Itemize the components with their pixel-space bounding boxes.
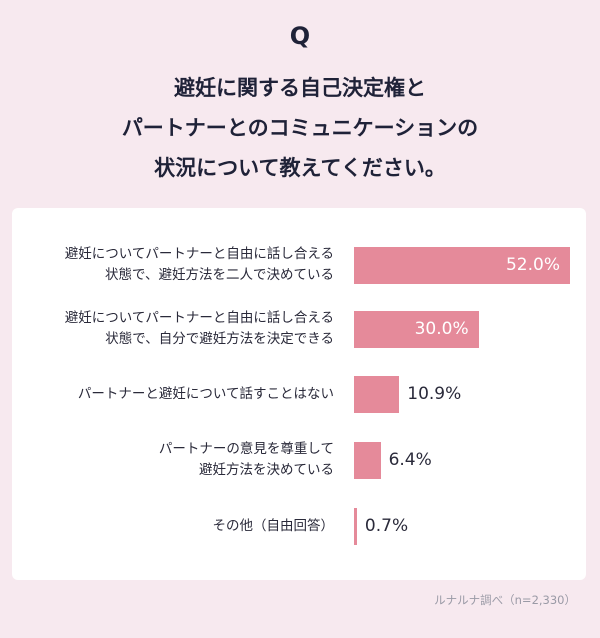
category-label-line: その他（自由回答） bbox=[212, 517, 335, 534]
bar bbox=[354, 246, 570, 284]
source-note: ルナルナ調べ（n=2,330） bbox=[434, 593, 576, 607]
category-label: 避妊についてパートナーと自由に話し合える状態で、避妊方法を二人で決めている bbox=[14, 244, 334, 286]
category-label-line: 避妊方法を決めている bbox=[199, 462, 334, 478]
category-label-line: 避妊についてパートナーと自由に話し合える bbox=[64, 246, 334, 262]
title-line: 避妊に関する自己決定権と bbox=[174, 76, 426, 100]
category-label-line: 状態で、自分で避妊方法を決定できる bbox=[105, 331, 334, 347]
chart-card: 避妊についてパートナーと自由に話し合える 状態で、避妊方法を二人で決めている 52.… bbox=[12, 208, 586, 580]
title-line: 状況について教えてください。 bbox=[154, 156, 446, 180]
chart-title: 避妊に関する自己決定権と パートナーとのコミュニケーションの 状況について教えて… bbox=[0, 68, 600, 188]
category-label-line: パートナーと避妊について話すことはない bbox=[77, 385, 334, 402]
bar bbox=[354, 375, 400, 413]
title-line: パートナーとのコミュニケーションの bbox=[121, 116, 479, 140]
value-label: 0.7% bbox=[364, 515, 409, 536]
value-label: 52.0% bbox=[505, 254, 560, 275]
value-label: 10.9% bbox=[407, 383, 462, 404]
category-label: パートナーの意見を尊重して避妊方法を決めている bbox=[14, 439, 334, 481]
value-label: 6.4% bbox=[388, 449, 432, 470]
category-label: その他（自由回答） bbox=[14, 516, 335, 537]
bar bbox=[354, 310, 479, 348]
value-label: 30.0% bbox=[414, 318, 469, 339]
category-label: 避妊についてパートナーと自由に話し合える状態で、自分で避妊方法を決定できる bbox=[14, 308, 334, 350]
bar bbox=[354, 507, 357, 545]
category-label-line: 避妊についてパートナーと自由に話し合える bbox=[64, 310, 334, 326]
bar bbox=[354, 441, 381, 479]
category-label: パートナーと避妊について話すことはない bbox=[14, 384, 334, 405]
category-label-line: パートナーの意見を尊重して bbox=[158, 441, 334, 457]
question-mark: Q bbox=[289, 22, 311, 50]
category-label-line: 状態で、避妊方法を二人で決めている bbox=[105, 267, 334, 283]
